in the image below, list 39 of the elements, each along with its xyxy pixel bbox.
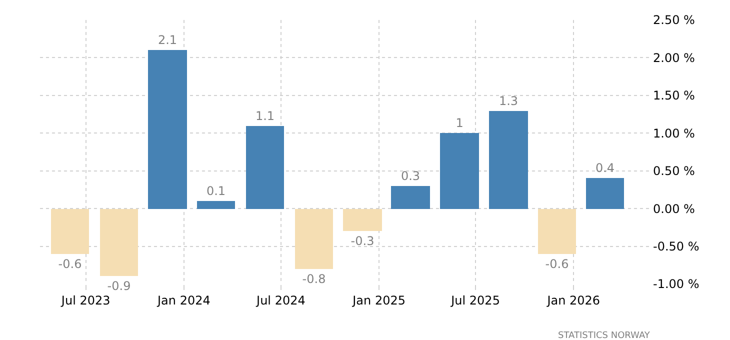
y-tick-label: 2.00 % bbox=[653, 50, 695, 65]
bar bbox=[148, 50, 187, 209]
x-tick-label: Jul 2025 bbox=[450, 293, 500, 308]
x-tick-label: Jul 2024 bbox=[256, 293, 306, 308]
bar bbox=[586, 178, 624, 209]
y-tick-label: 2.50 % bbox=[653, 13, 695, 28]
y-tick-label: -0.50 % bbox=[653, 239, 700, 254]
data-label: -0.8 bbox=[302, 272, 326, 286]
y-tick-label: 0.50 % bbox=[653, 164, 695, 178]
y-tick-label: 0.00 % bbox=[653, 202, 695, 216]
data-label: 2.1 bbox=[158, 33, 178, 47]
x-tick-label: Jan 2026 bbox=[546, 293, 600, 308]
bar bbox=[343, 209, 382, 231]
data-label: -0.9 bbox=[107, 279, 131, 293]
data-label: 1.3 bbox=[498, 94, 518, 108]
y-tick-label: -1.00 % bbox=[653, 277, 700, 292]
x-tick-label: Jan 2024 bbox=[156, 293, 210, 308]
bar bbox=[440, 133, 479, 209]
data-label: -0.6 bbox=[58, 257, 82, 271]
bar bbox=[538, 209, 576, 254]
data-label: 1.1 bbox=[255, 109, 275, 123]
data-label: 1 bbox=[456, 116, 464, 130]
bar bbox=[391, 186, 430, 209]
y-tick-label: 1.00 % bbox=[653, 126, 695, 140]
data-label: 0.1 bbox=[206, 184, 226, 198]
data-label: 0.4 bbox=[595, 161, 615, 175]
data-label: 0.3 bbox=[400, 169, 420, 183]
text: STATISTICS NORWAY bbox=[558, 331, 650, 340]
bar bbox=[100, 209, 138, 276]
bar bbox=[489, 111, 528, 209]
bar bbox=[197, 201, 235, 209]
bar bbox=[51, 209, 89, 254]
x-tick-label: Jan 2025 bbox=[352, 293, 406, 308]
y-tick-label: 1.50 % bbox=[653, 88, 695, 103]
data-label: -0.6 bbox=[545, 257, 569, 271]
data-label: -0.3 bbox=[350, 234, 374, 248]
bar bbox=[295, 209, 333, 269]
bar bbox=[246, 126, 284, 209]
x-tick-label: Jul 2023 bbox=[60, 293, 110, 308]
